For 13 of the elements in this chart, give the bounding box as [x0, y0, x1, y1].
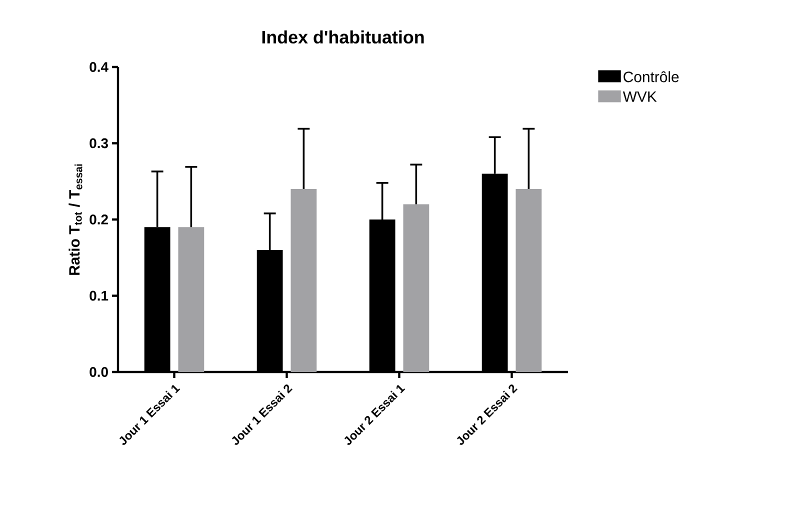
y-tick-label: 0.1 [90, 290, 108, 301]
y-tick-label: 0.3 [90, 138, 108, 148]
y-axis-title: Ratio T$_{tot}$ / T$_{essai}$ [68, 164, 82, 275]
legend-label: WVK [622, 92, 657, 102]
bar [178, 227, 204, 372]
bar [403, 204, 430, 372]
y-tick-label: 0.2 [90, 214, 108, 224]
bar [290, 189, 317, 372]
legend-label: Contrôle [624, 71, 679, 82]
bar [516, 189, 542, 372]
y-tick-label: 0.0 [90, 367, 108, 377]
chart-title: Index d'habituation [262, 30, 424, 44]
y-tick-label: 0.4 [90, 62, 108, 72]
